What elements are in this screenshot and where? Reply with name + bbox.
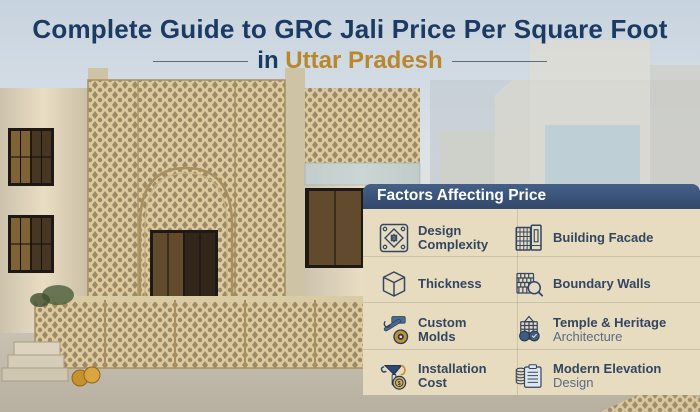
svg-text:$: $ [398, 381, 401, 387]
